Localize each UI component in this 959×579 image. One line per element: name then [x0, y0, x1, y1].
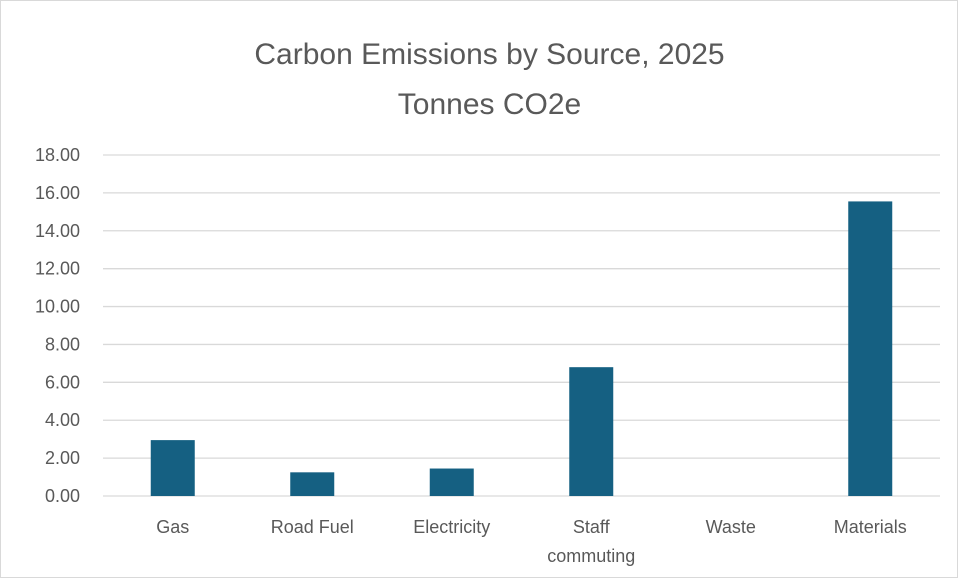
y-tick-label: 10.00: [35, 297, 80, 317]
bar-staff-commuting: [569, 367, 614, 496]
bar-electricity: [429, 468, 474, 496]
y-tick-label: 8.00: [45, 334, 80, 354]
x-category-label: Road Fuel: [271, 517, 354, 537]
bar-materials: [848, 201, 893, 497]
chart-title: Carbon Emissions by Source, 2025: [254, 38, 725, 71]
chart-title-block: Carbon Emissions by Source, 2025 Tonnes …: [0, 30, 959, 130]
y-tick-label: 14.00: [35, 221, 80, 241]
x-category-label: commuting: [547, 546, 635, 566]
y-tick-label: 0.00: [45, 486, 80, 506]
x-category-label: Gas: [156, 517, 189, 537]
x-category-label: Electricity: [413, 517, 490, 537]
y-tick-label: 2.00: [45, 448, 80, 468]
x-category-label: Materials: [834, 517, 907, 537]
bar-road-fuel: [290, 472, 335, 496]
y-tick-label: 18.00: [35, 145, 80, 165]
y-tick-label: 4.00: [45, 410, 80, 430]
y-tick-label: 12.00: [35, 259, 80, 279]
bar-gas: [150, 440, 195, 496]
y-tick-label: 6.00: [45, 372, 80, 392]
x-category-label: Waste: [706, 517, 756, 537]
y-tick-label: 16.00: [35, 183, 80, 203]
chart-subtitle: Tonnes CO2e: [397, 88, 582, 121]
x-category-label: Staff: [573, 517, 611, 537]
